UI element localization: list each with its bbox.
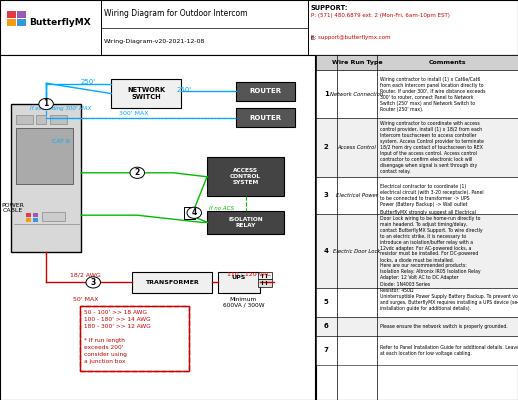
FancyBboxPatch shape: [16, 128, 73, 184]
FancyBboxPatch shape: [316, 55, 518, 400]
FancyBboxPatch shape: [207, 157, 284, 196]
Text: P: (571) 480.6879 ext. 2 (Mon-Fri, 6am-10pm EST): P: (571) 480.6879 ext. 2 (Mon-Fri, 6am-1…: [311, 14, 450, 18]
Text: ButterflyMX: ButterflyMX: [29, 18, 91, 27]
Text: Electrical Power: Electrical Power: [336, 193, 378, 198]
Text: Wiring Diagram for Outdoor Intercom: Wiring Diagram for Outdoor Intercom: [104, 10, 247, 18]
FancyBboxPatch shape: [184, 207, 195, 219]
FancyBboxPatch shape: [50, 115, 67, 124]
FancyBboxPatch shape: [316, 55, 518, 70]
Text: ROUTER: ROUTER: [249, 88, 282, 94]
Text: NETWORK
SWITCH: NETWORK SWITCH: [127, 87, 165, 100]
Text: Wiring contractor to coordinate with access
control provider, install (1) x 18/2: Wiring contractor to coordinate with acc…: [380, 121, 484, 174]
FancyBboxPatch shape: [16, 115, 33, 124]
FancyBboxPatch shape: [316, 214, 518, 288]
Text: Wire Run Type: Wire Run Type: [332, 60, 382, 65]
Text: UPS: UPS: [232, 275, 246, 280]
FancyBboxPatch shape: [316, 336, 518, 365]
Circle shape: [130, 167, 145, 178]
Text: Electric Door Lock: Electric Door Lock: [333, 248, 381, 254]
Text: Comments: Comments: [429, 60, 466, 65]
Text: Uninterruptible Power Supply Battery Backup. To prevent voltage drops
and surges: Uninterruptible Power Supply Battery Bac…: [380, 294, 518, 311]
FancyBboxPatch shape: [0, 0, 518, 55]
Text: E: support@butterflymx.com: E: support@butterflymx.com: [311, 36, 391, 40]
Text: 1: 1: [324, 91, 329, 97]
Text: If exceeding 300' MAX: If exceeding 300' MAX: [30, 106, 91, 111]
FancyBboxPatch shape: [0, 55, 315, 400]
FancyBboxPatch shape: [132, 272, 212, 293]
FancyBboxPatch shape: [33, 218, 38, 222]
FancyBboxPatch shape: [111, 79, 181, 108]
FancyBboxPatch shape: [33, 213, 38, 217]
FancyBboxPatch shape: [26, 213, 31, 217]
Text: 5: 5: [324, 299, 329, 306]
Text: 50' MAX: 50' MAX: [73, 297, 98, 302]
Text: 3: 3: [91, 278, 96, 287]
FancyBboxPatch shape: [17, 11, 26, 18]
Text: 2: 2: [324, 144, 329, 150]
Text: 18/2 AWG: 18/2 AWG: [70, 273, 101, 278]
Text: 6: 6: [324, 323, 329, 330]
Text: If no ACS: If no ACS: [209, 206, 235, 210]
Text: ACCESS
CONTROL
SYSTEM: ACCESS CONTROL SYSTEM: [230, 168, 261, 185]
Text: Network Connection: Network Connection: [330, 92, 383, 96]
Text: 50 - 100' >> 18 AWG
100 - 180' >> 14 AWG
180 - 300' >> 12 AWG

* If run length
e: 50 - 100' >> 18 AWG 100 - 180' >> 14 AWG…: [84, 310, 151, 364]
FancyBboxPatch shape: [236, 82, 295, 101]
Text: 3: 3: [324, 192, 329, 198]
Text: Wiring contractor to install (1) x Cat6e/Cat6
from each Intercom panel location : Wiring contractor to install (1) x Cat6e…: [380, 76, 485, 112]
Text: CAT 6: CAT 6: [52, 139, 70, 144]
Text: SUPPORT:: SUPPORT:: [311, 5, 349, 11]
Text: 300' MAX: 300' MAX: [119, 111, 149, 116]
Text: 110 - 120 VAC: 110 - 120 VAC: [227, 272, 270, 276]
FancyBboxPatch shape: [11, 104, 81, 252]
Text: E:: E:: [311, 36, 316, 40]
Circle shape: [86, 277, 100, 288]
FancyBboxPatch shape: [36, 115, 46, 124]
FancyBboxPatch shape: [236, 108, 295, 127]
FancyBboxPatch shape: [258, 279, 272, 287]
FancyBboxPatch shape: [218, 272, 260, 293]
Text: 250': 250': [80, 79, 95, 85]
FancyBboxPatch shape: [42, 212, 65, 221]
Text: Access Control: Access Control: [337, 145, 377, 150]
Text: 250': 250': [176, 86, 191, 92]
Text: 2: 2: [135, 168, 140, 177]
Text: ROUTER: ROUTER: [249, 114, 282, 120]
FancyBboxPatch shape: [258, 272, 272, 279]
Circle shape: [187, 207, 202, 218]
Text: Wiring-Diagram-v20-2021-12-08: Wiring-Diagram-v20-2021-12-08: [104, 39, 205, 44]
Text: 7: 7: [324, 347, 329, 354]
Text: ISOLATION
RELAY: ISOLATION RELAY: [228, 217, 263, 228]
Text: 4: 4: [324, 248, 329, 254]
Text: 1: 1: [44, 100, 49, 108]
FancyBboxPatch shape: [7, 19, 16, 26]
Text: Refer to Panel Installation Guide for additional details. Leave 6' service loop
: Refer to Panel Installation Guide for ad…: [380, 345, 518, 356]
Text: TRANSFORMER: TRANSFORMER: [146, 280, 199, 285]
Text: ButterflyMX strongly suggest all Electrical
Door Lock wiring to be home-run dire: ButterflyMX strongly suggest all Electri…: [380, 210, 482, 292]
FancyBboxPatch shape: [316, 118, 518, 177]
Text: Please ensure the network switch is properly grounded.: Please ensure the network switch is prop…: [380, 324, 508, 329]
Text: Minimum
600VA / 300W: Minimum 600VA / 300W: [223, 297, 264, 307]
FancyBboxPatch shape: [316, 317, 518, 336]
FancyBboxPatch shape: [26, 218, 31, 222]
Text: 4: 4: [192, 208, 197, 217]
FancyBboxPatch shape: [7, 11, 16, 18]
Text: Electrical contractor to coordinate (1)
electrical circuit (with 3-20 receptacle: Electrical contractor to coordinate (1) …: [380, 184, 483, 207]
Circle shape: [39, 98, 53, 110]
FancyBboxPatch shape: [316, 70, 518, 118]
FancyBboxPatch shape: [207, 211, 284, 234]
FancyBboxPatch shape: [316, 177, 518, 214]
FancyBboxPatch shape: [17, 19, 26, 26]
FancyBboxPatch shape: [80, 306, 189, 371]
Text: POWER
CABLE: POWER CABLE: [2, 202, 24, 214]
FancyBboxPatch shape: [316, 288, 518, 317]
